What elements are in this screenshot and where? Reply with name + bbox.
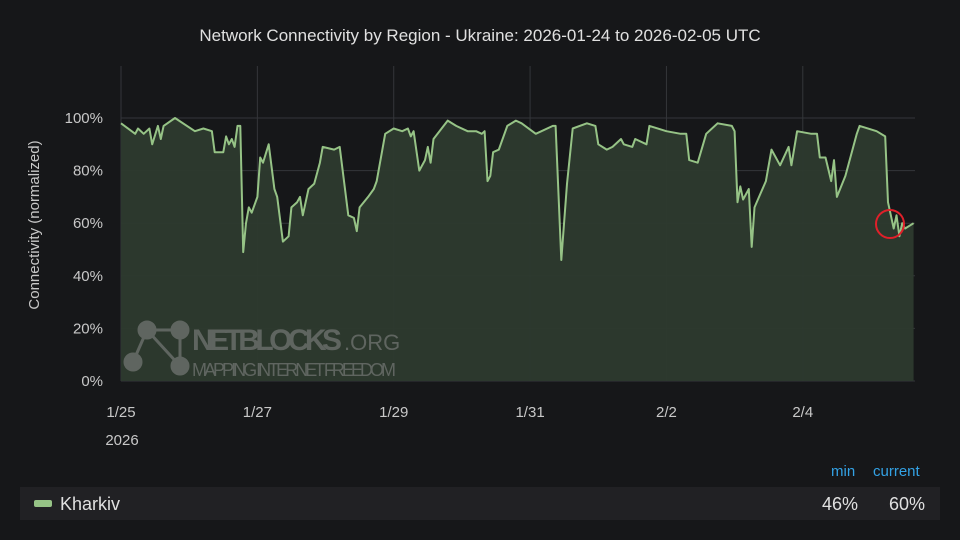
y-tick-label: 60% xyxy=(73,215,103,232)
y-tick-label: 40% xyxy=(73,268,103,285)
x-tick-label: 2/2 xyxy=(656,404,677,421)
series-area-kharkiv xyxy=(121,118,914,381)
legend-header-min[interactable]: min xyxy=(831,463,856,480)
x-tick-label: 2/4 xyxy=(792,404,813,421)
watermark-tld: .ORG xyxy=(344,330,400,355)
legend-header-current[interactable]: current xyxy=(873,463,920,480)
watermark-tagline: MAPPING INTERNET FREEDOM xyxy=(192,360,396,380)
y-tick-label: 80% xyxy=(73,163,103,180)
y-axis-label: Connectivity (normalized) xyxy=(26,140,43,309)
x-tick-label: 1/29 xyxy=(379,404,408,421)
x-axis-ticks: 1/25 1/27 1/29 1/31 2/2 2/4 xyxy=(106,404,813,421)
watermark-brand: NETBLOCKS xyxy=(192,324,342,357)
chart-title: Network Connectivity by Region - Ukraine… xyxy=(199,26,761,45)
y-tick-label: 0% xyxy=(81,373,103,390)
legend-current-value: 60% xyxy=(888,494,925,514)
series-color-swatch xyxy=(34,500,52,507)
y-axis-ticks: 0% 20% 40% 60% 80% 100% xyxy=(65,110,103,390)
legend-row-kharkiv[interactable]: Kharkiv 46% 60% xyxy=(20,487,940,520)
x-tick-label: 1/31 xyxy=(515,404,544,421)
x-tick-label: 1/25 xyxy=(106,404,135,421)
x-axis-year-label: 2026 xyxy=(105,432,138,449)
x-tick-label: 1/27 xyxy=(243,404,272,421)
highlight-circle xyxy=(875,209,905,239)
legend-min-value: 46% xyxy=(821,494,858,514)
y-tick-label: 20% xyxy=(73,320,103,337)
netblocks-watermark: NETBLOCKS .ORG MAPPING INTERNET FREEDOM xyxy=(123,320,400,380)
netblocks-logo-icon xyxy=(123,320,190,376)
series-line-kharkiv xyxy=(120,117,915,261)
legend-series-name[interactable]: Kharkiv xyxy=(60,494,121,514)
y-tick-label: 100% xyxy=(65,110,103,127)
